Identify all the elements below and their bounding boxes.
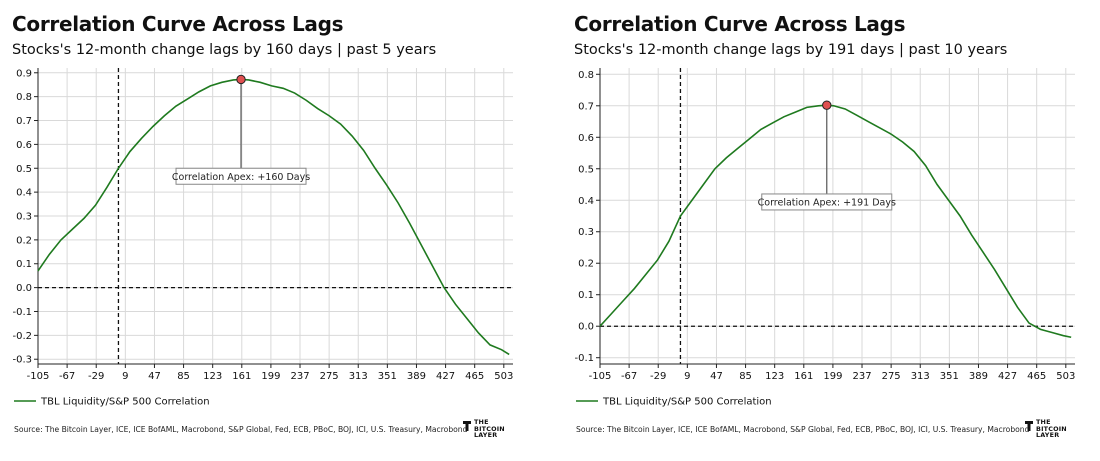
y-tick-label: -0.3 bbox=[12, 355, 32, 366]
x-tick-label: 313 bbox=[911, 371, 930, 382]
legend-label: TBL Liquidity/S&P 500 Correlation bbox=[602, 397, 772, 408]
correlation-chart-5y: -0.3 -0.2 -0.1 0.0 0.1 0.2 0.3 0.4 0.5 0.6 0.7 0.8 0… bbox=[12, 68, 513, 408]
y-tick-label: 0.1 bbox=[16, 259, 32, 270]
chart-subtitle: Stocks's 12-month change lags by 191 day… bbox=[574, 42, 1008, 58]
x-tick-label: -67 bbox=[59, 371, 75, 382]
x-tick-label: 85 bbox=[177, 371, 190, 382]
x-tick-label: 503 bbox=[1056, 371, 1075, 382]
y-tick-label: 0.3 bbox=[578, 227, 594, 238]
x-tick-label: 161 bbox=[794, 371, 813, 382]
y-tick-label: 0.2 bbox=[16, 235, 32, 246]
y-tick-label: 0.6 bbox=[578, 133, 594, 144]
x-tick-label: -105 bbox=[589, 371, 612, 382]
x-tick-label: 199 bbox=[261, 371, 280, 382]
correlation-series-line bbox=[599, 104, 1072, 339]
y-tick-label: 0.7 bbox=[578, 101, 594, 112]
source-note: Source: The Bitcoin Layer, ICE, ICE BofA… bbox=[576, 425, 1030, 434]
y-tick-label: 0.4 bbox=[16, 188, 32, 199]
x-tick-label: 85 bbox=[739, 371, 752, 382]
y-tick-label: -0.1 bbox=[574, 353, 594, 364]
x-tick-label: 9 bbox=[122, 371, 128, 382]
x-tick-label: 123 bbox=[765, 371, 784, 382]
bitcoin-layer-logo: THE BITCOIN LAYER bbox=[1025, 418, 1067, 441]
x-tick-label: 427 bbox=[436, 371, 455, 382]
bitcoin-layer-logo-icon bbox=[1025, 421, 1033, 431]
chart-title: Correlation Curve Across Lags bbox=[12, 12, 344, 36]
x-tick-label: 123 bbox=[203, 371, 222, 382]
y-tick-label: 0.3 bbox=[16, 212, 32, 223]
y-tick-label: 0.8 bbox=[16, 92, 32, 103]
y-tick-label: 0.2 bbox=[578, 259, 594, 270]
y-tick-label: 0.4 bbox=[578, 196, 594, 207]
y-tick-label: 0.1 bbox=[578, 290, 594, 301]
y-tick-label: 0.0 bbox=[578, 322, 594, 333]
chart-title: Correlation Curve Across Lags bbox=[574, 12, 906, 36]
x-tick-label: 351 bbox=[378, 371, 397, 382]
y-tick-label: 0.0 bbox=[16, 283, 32, 294]
x-tick-label: 465 bbox=[1027, 371, 1046, 382]
apex-label: Correlation Apex: +191 Days bbox=[758, 197, 896, 208]
bitcoin-layer-logo: THE BITCOIN LAYER bbox=[463, 418, 505, 441]
x-tick-label: 389 bbox=[969, 371, 988, 382]
x-tick-label: 427 bbox=[998, 371, 1017, 382]
x-tick-label: -67 bbox=[621, 371, 637, 382]
apex-point bbox=[236, 74, 246, 85]
x-tick-label: 199 bbox=[823, 371, 842, 382]
x-tick-label: 47 bbox=[710, 371, 723, 382]
x-tick-label: 275 bbox=[882, 371, 901, 382]
x-tick-label: 351 bbox=[940, 371, 959, 382]
chart-panel-right: Correlation Curve Across Lags Stocks's 1… bbox=[570, 0, 1100, 461]
x-tick-label: 161 bbox=[232, 371, 251, 382]
x-tick-label: 9 bbox=[684, 371, 690, 382]
brand-text-line: BITCOIN bbox=[474, 424, 505, 433]
apex-label-box bbox=[175, 167, 307, 185]
bitcoin-layer-logo-icon bbox=[463, 421, 471, 431]
x-tick-label: -29 bbox=[650, 371, 666, 382]
x-tick-label: 503 bbox=[494, 371, 513, 382]
x-tick-label: 313 bbox=[349, 371, 368, 382]
x-tick-label: -105 bbox=[27, 371, 50, 382]
legend-label: TBL Liquidity/S&P 500 Correlation bbox=[40, 397, 210, 408]
apex-label: Correlation Apex: +160 Days bbox=[172, 172, 310, 183]
x-tick-label: 47 bbox=[148, 371, 161, 382]
correlation-chart-10y: -0.1 0.0 0.1 0.2 0.3 0.4 0.5 0.6 0.7 0.8 -105 -67 -2… bbox=[574, 68, 1075, 408]
x-tick-label: 237 bbox=[290, 371, 309, 382]
brand-text-line: BITCOIN bbox=[1036, 424, 1067, 433]
brand-text-line: THE bbox=[474, 418, 489, 426]
correlation-series-line bbox=[37, 78, 510, 356]
brand-text-line: LAYER bbox=[474, 431, 498, 440]
x-tick-label: 465 bbox=[465, 371, 484, 382]
apex-point bbox=[822, 100, 832, 110]
y-tick-label: 0.7 bbox=[16, 116, 32, 127]
y-tick-label: 0.6 bbox=[16, 140, 32, 151]
chart-panel-left: Correlation Curve Across Lags Stocks's 1… bbox=[8, 0, 543, 461]
y-tick-label: 0.9 bbox=[16, 68, 32, 79]
source-note: Source: The Bitcoin Layer, ICE, ICE BofA… bbox=[14, 425, 468, 434]
y-tick-label: 0.8 bbox=[578, 70, 594, 81]
chart-subtitle: Stocks's 12-month change lags by 160 day… bbox=[12, 42, 437, 58]
apex-label-box bbox=[761, 193, 893, 211]
y-tick-label: -0.1 bbox=[12, 307, 32, 318]
brand-text-line: THE bbox=[1036, 418, 1051, 426]
y-tick-label: 0.5 bbox=[16, 164, 32, 175]
x-tick-label: -29 bbox=[88, 371, 104, 382]
x-tick-label: 237 bbox=[852, 371, 871, 382]
x-tick-label: 389 bbox=[407, 371, 426, 382]
brand-text-line: LAYER bbox=[1036, 431, 1060, 440]
x-tick-label: 275 bbox=[320, 371, 339, 382]
y-tick-label: 0.5 bbox=[578, 164, 594, 175]
y-tick-label: -0.2 bbox=[12, 331, 32, 342]
